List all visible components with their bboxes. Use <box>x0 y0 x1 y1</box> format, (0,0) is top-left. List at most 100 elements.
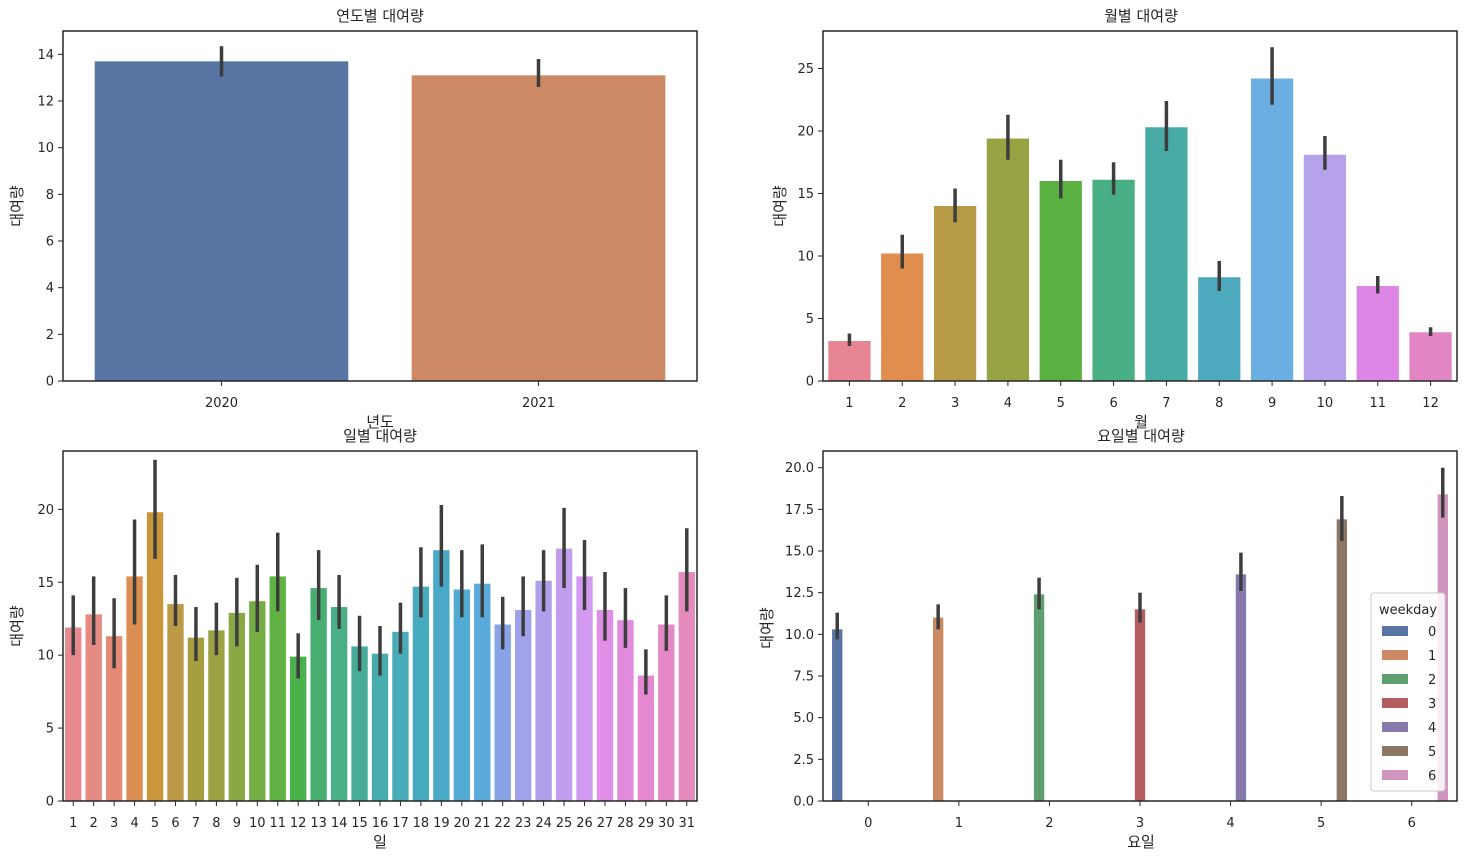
bar <box>1145 127 1188 381</box>
ytick-label: 15 <box>37 576 54 591</box>
xtick-label: 2 <box>898 396 906 411</box>
bar <box>678 572 695 801</box>
xtick-label: 2021 <box>522 396 555 411</box>
legend-label: 3 <box>1428 697 1436 712</box>
bar <box>1039 181 1082 381</box>
xtick-label: 3 <box>110 816 118 831</box>
panel-month-frame <box>822 30 1458 382</box>
ytick-label: 5.0 <box>793 711 814 726</box>
legend-label: 2 <box>1428 673 1436 688</box>
panel-day-frame <box>62 450 698 802</box>
bar <box>1235 574 1247 801</box>
panel-year-bars <box>94 46 666 381</box>
bar <box>617 620 634 801</box>
xtick-label: 27 <box>597 816 614 831</box>
ytick-label: 10 <box>37 141 54 156</box>
legend-label: 5 <box>1428 745 1436 760</box>
bar <box>94 61 349 381</box>
bar <box>474 583 491 801</box>
legend: weekday 0 1 2 3 4 5 6 <box>1370 592 1446 792</box>
ytick-label: 20 <box>37 503 54 518</box>
xtick-label: 2 <box>90 816 98 831</box>
bar <box>126 576 143 801</box>
xtick-label: 6 <box>171 816 179 831</box>
bar <box>146 512 164 801</box>
ytick-label: 0 <box>806 375 814 390</box>
bar <box>453 589 470 801</box>
legend-swatch <box>1382 674 1408 684</box>
bar <box>933 206 977 381</box>
xtick-label: 3 <box>951 396 959 411</box>
ytick-label: 14 <box>37 48 54 63</box>
ytick-label: 17.5 <box>785 503 814 518</box>
panel-day-bars <box>65 459 695 801</box>
xtick-label: 15 <box>351 816 368 831</box>
bar <box>392 631 409 801</box>
bar <box>105 636 123 801</box>
bar <box>658 624 675 801</box>
bar <box>85 614 102 801</box>
legend-title: weekday <box>1379 603 1437 618</box>
ytick-label: 25 <box>797 62 814 77</box>
xtick-label: 11 <box>269 816 286 831</box>
xtick-label: 17 <box>392 816 409 831</box>
panel-year-xticks: 2020 2021 <box>205 381 555 411</box>
ytick-label: 2 <box>46 328 54 343</box>
bar <box>208 630 225 801</box>
bar <box>986 138 1030 381</box>
panel-year-title: 연도별 대여량 <box>336 7 424 25</box>
xtick-label: 20 <box>454 816 471 831</box>
bar <box>1198 277 1241 381</box>
xtick-label: 16 <box>372 816 389 831</box>
ytick-label: 10.0 <box>785 628 814 643</box>
bar <box>412 586 430 801</box>
bar <box>1336 519 1348 801</box>
bar <box>269 576 286 801</box>
xtick-label: 10 <box>249 816 266 831</box>
xtick-label: 1 <box>69 816 77 831</box>
xtick-label: 25 <box>556 816 573 831</box>
xtick-label: 12 <box>1422 396 1439 411</box>
xtick-label: 9 <box>233 816 241 831</box>
xtick-label: 6 <box>1109 396 1117 411</box>
panel-month-xticks: 1 2 3 4 5 6 7 8 9 10 11 12 <box>845 381 1439 411</box>
ytick-label: 0 <box>46 375 54 390</box>
xtick-label: 21 <box>474 816 491 831</box>
bar <box>535 580 552 801</box>
bar <box>1250 78 1294 381</box>
xtick-label: 2 <box>1045 816 1053 831</box>
ytick-label: 5 <box>46 722 54 737</box>
xtick-label: 5 <box>151 816 159 831</box>
panel-month-title: 월별 대여량 <box>1104 7 1178 25</box>
ytick-label: 20 <box>797 125 814 140</box>
panel-day-xticks: 1 2 3 4 5 6 7 8 9 10 11 12 13 14 15 16 17 18 19 20 21 22 23 24 2… <box>69 801 695 831</box>
panel-year-xlabel: 년도 <box>366 413 394 431</box>
panel-weekday-xticks: 0 1 2 3 4 5 6 <box>864 801 1416 831</box>
legend-label: 6 <box>1428 769 1436 784</box>
legend-swatch <box>1382 770 1408 780</box>
bar <box>1303 154 1347 381</box>
xtick-label: 9 <box>1268 396 1276 411</box>
panel-year-frame <box>62 30 698 382</box>
bar <box>167 604 184 801</box>
xtick-label: 13 <box>310 816 327 831</box>
xtick-label: 3 <box>1136 816 1144 831</box>
panel-weekday-ylabel: 대여량 <box>758 607 776 649</box>
xtick-label: 29 <box>638 816 655 831</box>
legend-swatch <box>1382 698 1408 708</box>
xtick-label: 26 <box>576 816 593 831</box>
panel-weekday: 요일별 대여량 0.02.55.07.510.012.515.017.520.0… <box>758 427 1458 851</box>
ytick-label: 5 <box>806 312 814 327</box>
panel-month-yticks: 0 5 10 15 20 25 <box>797 62 823 390</box>
xtick-label: 18 <box>413 816 430 831</box>
ytick-label: 15 <box>797 187 814 202</box>
panel-day-yticks: 0 5 10 15 20 <box>37 503 63 810</box>
ytick-label: 0 <box>46 795 54 810</box>
xtick-label: 12 <box>290 816 307 831</box>
xtick-label: 5 <box>1057 396 1065 411</box>
bar <box>411 75 666 381</box>
panel-day-ylabel: 대여량 <box>8 605 26 647</box>
panel-weekday-title: 요일별 대여량 <box>1097 427 1185 445</box>
legend-swatch <box>1382 722 1408 732</box>
